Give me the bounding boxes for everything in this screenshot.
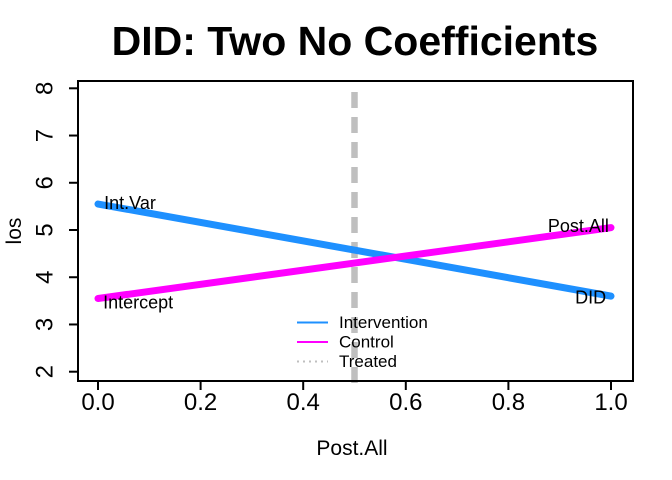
plot-content: 0.0 0.2 0.4 0.6 0.8 1.0 2 3 4 5 6 7 8 Int.Var Intercep… — [32, 82, 628, 416]
annotation-post-all: Post.All — [548, 216, 609, 236]
x-axis-tick-label: 1.0 — [594, 389, 627, 416]
y-axis-tick-label: 3 — [32, 318, 59, 331]
x-axis-tick-label: 0.4 — [287, 389, 320, 416]
legend-label-control: Control — [339, 333, 394, 352]
x-axis-tick-label: 0.2 — [184, 389, 217, 416]
x-axis-tick-label: 0.6 — [389, 389, 422, 416]
y-axis-tick-label: 2 — [32, 365, 59, 378]
y-axis-tick-label: 5 — [32, 223, 59, 236]
legend-label-treated: Treated — [339, 352, 397, 371]
plot-border — [77, 80, 634, 382]
x-axis-tick-label: 0.0 — [81, 389, 114, 416]
plot-title: DID: Two No Coefficients — [112, 18, 599, 64]
annotation-intercept: Intercept — [103, 292, 173, 312]
y-axis-tick-label: 4 — [32, 271, 59, 284]
annotation-did: DID — [575, 288, 606, 308]
x-axis-title: Post.All — [316, 437, 387, 460]
x-axis-tick-label: 0.8 — [492, 389, 525, 416]
y-axis-tick-label: 8 — [32, 82, 59, 95]
y-axis-title: los — [3, 218, 26, 245]
y-axis-tick-label: 7 — [32, 129, 59, 142]
series-line-intervention — [94, 200, 615, 300]
annotation-int-var: Int.Var — [104, 193, 156, 213]
legend-label-intervention: Intervention — [339, 313, 428, 332]
y-axis-tick-label: 6 — [32, 176, 59, 189]
series-line-control — [94, 224, 615, 302]
